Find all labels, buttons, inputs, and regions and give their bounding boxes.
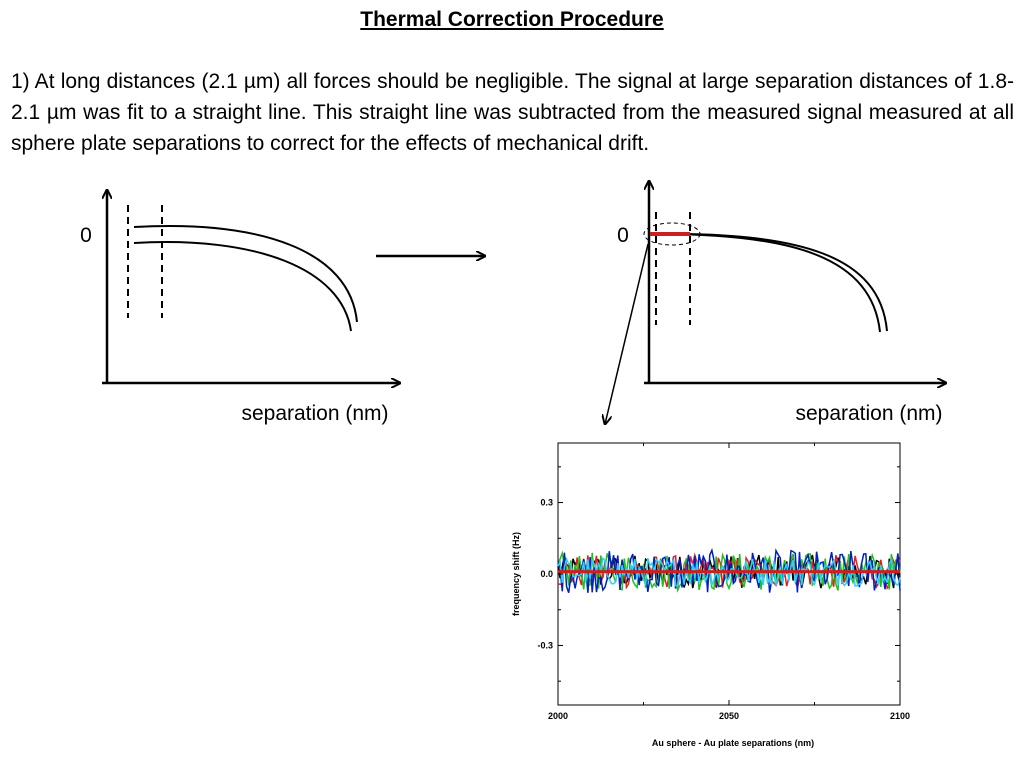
right-diagram: 0 separation (nm) [605, 181, 946, 425]
left-curve-lower [133, 241, 352, 332]
slide-title: Thermal Correction Procedure [360, 8, 664, 31]
chart-x-axis-label: Au sphere - Au plate separations (nm) [652, 738, 814, 748]
x-tick-label: 2050 [719, 711, 739, 721]
chart-ticks-group: 2000 2050 2100 0.3 0.0 -0.3 [537, 443, 910, 721]
y-tick-label: 0.3 [540, 498, 553, 508]
frequency-shift-chart: 2000 2050 2100 0.3 0.0 -0.3 Au sphere - Au pl… [511, 442, 910, 748]
left-diagram: 0 separation (nm) [80, 190, 400, 425]
data-series-line-5 [557, 556, 901, 587]
chart-y-axis-label: frequency shift (Hz) [511, 532, 521, 616]
right-zero-label: 0 [617, 224, 629, 247]
y-tick-label: 0.0 [540, 569, 553, 579]
description-paragraph: 1) At long distances (2.1 µm) all forces… [11, 70, 1014, 155]
left-zero-label: 0 [80, 224, 92, 247]
x-tick-label: 2000 [548, 711, 568, 721]
chart-series-group [557, 547, 901, 594]
zoom-pointer-arrow [605, 243, 649, 424]
right-curve-lower [650, 232, 881, 333]
right-x-axis-label: separation (nm) [795, 402, 942, 425]
right-curve-upper [650, 232, 888, 332]
left-curve-upper [133, 225, 358, 323]
left-x-axis-label: separation (nm) [241, 402, 388, 425]
y-tick-label: -0.3 [537, 640, 553, 650]
x-tick-label: 2100 [890, 711, 910, 721]
